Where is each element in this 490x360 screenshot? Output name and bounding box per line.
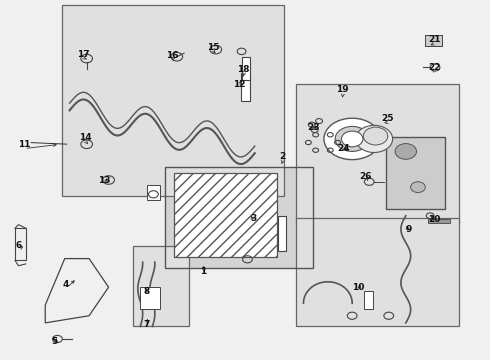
Circle shape [324,118,380,159]
Text: 2: 2 [279,152,286,161]
Circle shape [411,182,425,193]
Text: 11: 11 [18,140,30,149]
Text: 14: 14 [79,133,92,142]
Bar [296,217,460,327]
Text: 25: 25 [382,114,394,123]
Text: 4: 4 [63,280,70,289]
Bar [241,73,250,102]
Circle shape [395,144,416,159]
Text: 21: 21 [428,36,441,45]
Text: 1: 1 [200,267,207,276]
Bar [425,35,442,46]
Bar [147,185,160,200]
Bar [133,246,189,327]
Text: 12: 12 [233,80,245,89]
Bar [278,216,287,251]
Circle shape [345,134,360,144]
Circle shape [356,125,392,153]
Bar [296,217,460,327]
Text: 26: 26 [360,172,372,181]
Text: 5: 5 [51,337,57,346]
Text: 18: 18 [237,66,250,75]
Circle shape [335,126,369,152]
Text: 15: 15 [207,43,220,52]
Bar [15,228,26,260]
Bar [296,84,460,223]
Text: 6: 6 [16,240,22,249]
Bar [165,167,313,267]
Bar [428,219,450,223]
Bar [296,84,460,223]
Bar [62,5,284,196]
Circle shape [364,127,388,145]
Text: 13: 13 [98,176,111,185]
Text: 24: 24 [338,144,350,153]
Text: 22: 22 [428,63,441,72]
Text: 8: 8 [144,287,150,296]
Bar [365,291,373,309]
Text: 10: 10 [352,283,364,292]
Bar [386,137,445,208]
Text: 17: 17 [77,50,90,59]
Bar [165,167,313,267]
Text: 7: 7 [144,320,150,329]
Text: 3: 3 [250,214,256,223]
Bar [62,5,284,196]
Bar [242,57,250,80]
Bar [133,246,189,327]
Text: 19: 19 [336,85,349,94]
Text: 9: 9 [405,225,412,234]
Text: 23: 23 [307,123,319,132]
Text: 20: 20 [428,215,440,224]
Text: 16: 16 [166,51,178,60]
Bar [174,173,277,257]
Bar [140,287,160,309]
Circle shape [342,131,363,147]
